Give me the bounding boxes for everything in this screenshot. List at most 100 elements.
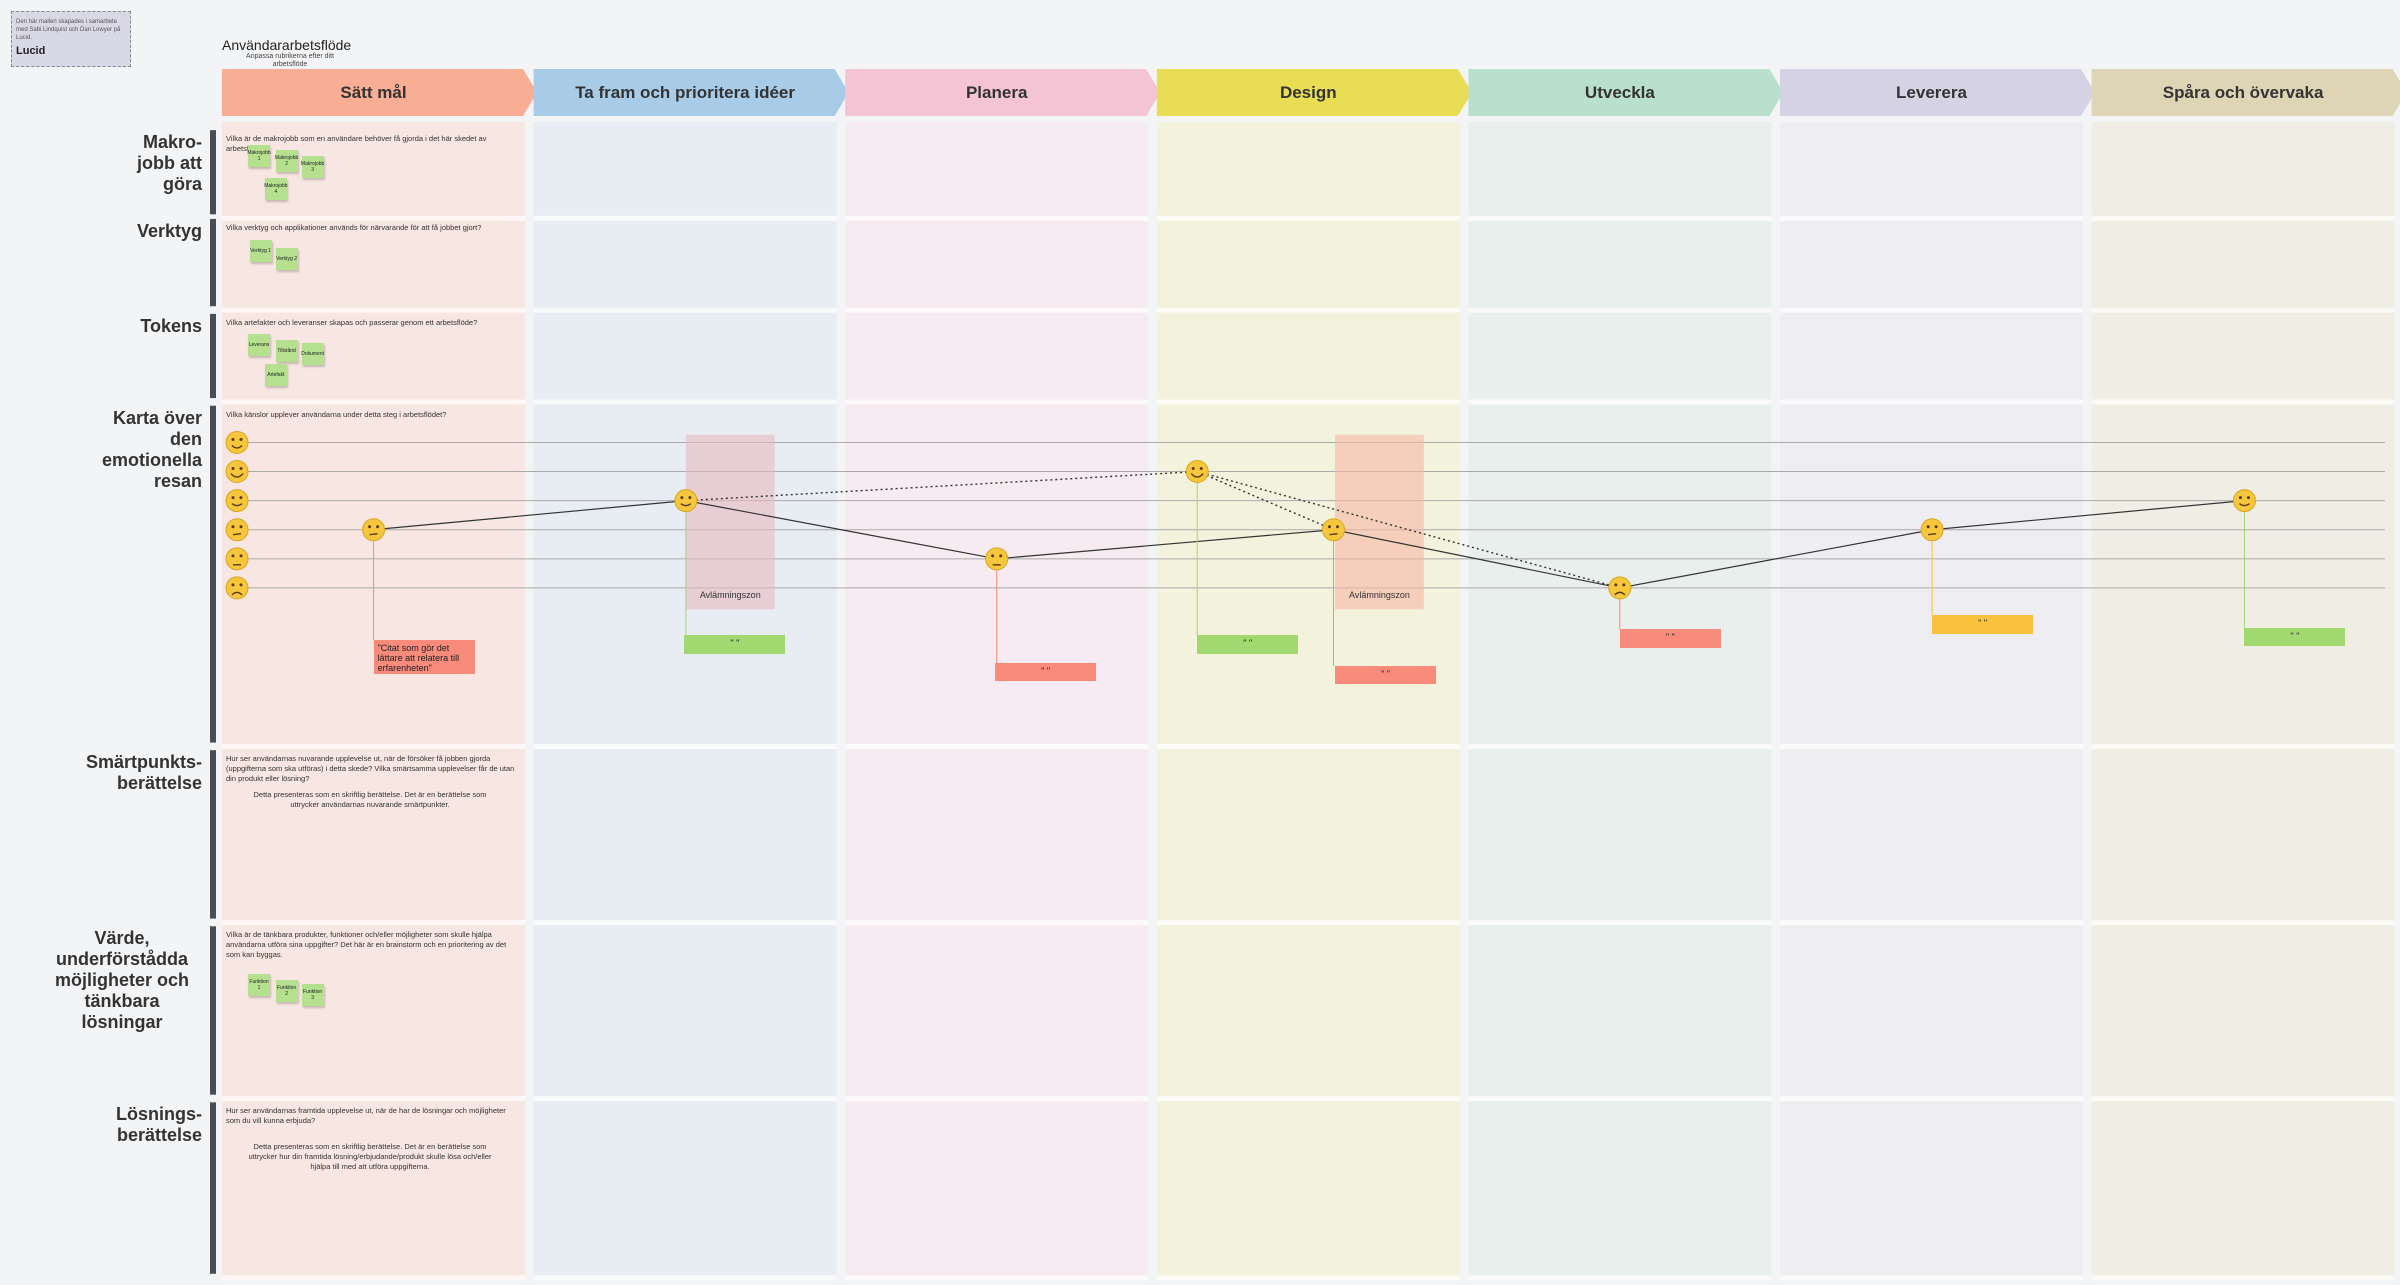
journey-dotted (1197, 470, 1620, 589)
sticky-note: Makrojobb 3 (301, 156, 324, 179)
sticky-note: Leverans (248, 333, 271, 356)
quote-card: " " (684, 635, 786, 654)
sticky-note: Makrojobb 1 (247, 145, 271, 168)
face-eye (239, 496, 243, 500)
row-prompt: Vilka är de makrojobb som en användare b… (226, 134, 487, 153)
face-eye (1191, 467, 1195, 471)
sticky-note: Makrojobb 4 (264, 177, 288, 200)
face-eye (680, 496, 684, 500)
handoff-zone (1335, 434, 1424, 610)
subtitle: Anpassa rubrikerna efter ditt arbetsflöd… (246, 53, 334, 68)
row-label: Smärtpunkts-berättelse (85, 752, 202, 794)
stage-label: Design (1279, 83, 1337, 102)
emotion-face (1608, 576, 1632, 600)
face-eye (2246, 496, 2250, 500)
face-eye (368, 525, 372, 529)
stage-label: Spåra och övervaka (2162, 83, 2324, 102)
face-eye (1622, 583, 1626, 587)
journey-dotted (685, 470, 1198, 502)
face-mouth (1190, 473, 1204, 478)
stage-column (1780, 122, 2083, 1280)
stage-label: Sätt mål (340, 83, 407, 102)
zone-label: Avlämningszon (1348, 590, 1410, 601)
sticky-note: Dokument (301, 342, 324, 365)
quote-card: " " (2244, 627, 2346, 647)
stage-column (222, 122, 525, 1280)
face-eye (239, 525, 243, 529)
sticky-note: Funktion 2 (275, 979, 298, 1002)
face-mouth (680, 503, 692, 507)
sticky-note: Verktyg 1 (249, 240, 272, 263)
face-mouth (1329, 533, 1338, 536)
face-mouth (1614, 591, 1626, 596)
quote-card: " " (995, 662, 1097, 682)
quote-card: " " (1197, 635, 1299, 654)
row-prompt: Vilka artefakter och leveranser skapas o… (226, 317, 478, 327)
sticky-note: Makrojobb 2 (275, 150, 298, 173)
stage-column (1156, 122, 1460, 1280)
note-text: Den här mallen skapades i samarbete med … (16, 19, 121, 41)
face-mouth (369, 533, 378, 536)
row-description: Detta presenteras som en skriftlig berät… (248, 1142, 492, 1172)
face-eye (2238, 496, 2242, 500)
emotion-face (985, 547, 1009, 571)
face-eye (688, 496, 692, 500)
row-bar (210, 926, 216, 1095)
sticky-note: Funktion 3 (301, 984, 324, 1007)
face-eye (376, 525, 380, 529)
emotion-face (1920, 518, 1944, 542)
emotion-face (674, 489, 698, 513)
stage-column (533, 122, 837, 1280)
face-eye (239, 554, 243, 558)
stage-label: Ta fram och prioritera idéer (575, 83, 795, 102)
row-label: Verktyg (136, 220, 202, 241)
stage-arrow (1156, 69, 1472, 116)
emotion-face (225, 430, 249, 454)
face-eye (1614, 583, 1618, 587)
emotion-face (225, 518, 249, 542)
row-bar (210, 218, 216, 307)
face-mouth (231, 444, 243, 449)
stage-label: Utveckla (1584, 83, 1655, 102)
stage-arrow (2091, 69, 2400, 116)
emotion-face (2232, 489, 2256, 513)
face-eye (231, 554, 235, 558)
face-mouth (2239, 503, 2250, 507)
face-eye (239, 583, 243, 587)
quote-card: "Citat som gör det lättare att relatera … (373, 639, 475, 674)
emotion-face (225, 547, 249, 571)
row-bar (210, 313, 216, 399)
emotion-face (362, 518, 386, 542)
sticky-note: Artefakt (264, 364, 287, 387)
row-label: Makro-jobb att göra (137, 132, 202, 195)
face-mouth (231, 591, 243, 596)
row-label: Tokens (140, 315, 202, 336)
face-eye (231, 467, 235, 471)
face-eye (999, 554, 1003, 558)
row-bar (210, 405, 216, 743)
face-eye (239, 467, 243, 471)
row-bar (210, 1102, 216, 1274)
face-eye (1934, 525, 1938, 529)
face-eye (231, 583, 235, 587)
stage-arrow (845, 69, 1161, 116)
template-note: Den här mallen skapades i samarbete med … (11, 11, 131, 67)
face-eye (231, 525, 235, 529)
stage-column (845, 122, 1149, 1280)
stage-column (1468, 122, 1772, 1280)
stage-arrow (533, 69, 849, 116)
quote-card: " " (1619, 629, 1721, 648)
emotion-face (225, 460, 249, 484)
stage-label: Planera (965, 83, 1028, 102)
row-bar (210, 750, 216, 919)
emotion-face (1322, 518, 1346, 542)
row-prompt: Hur ser användarnas framtida upplevelse … (226, 1106, 506, 1126)
emotion-face (225, 489, 249, 513)
row-prompt: Vilka är de tänkbara produkter, funktion… (226, 930, 507, 960)
row-bar (210, 130, 216, 215)
face-eye (1926, 525, 1930, 529)
face-eye (1199, 467, 1203, 471)
handoff-zone (685, 434, 775, 610)
